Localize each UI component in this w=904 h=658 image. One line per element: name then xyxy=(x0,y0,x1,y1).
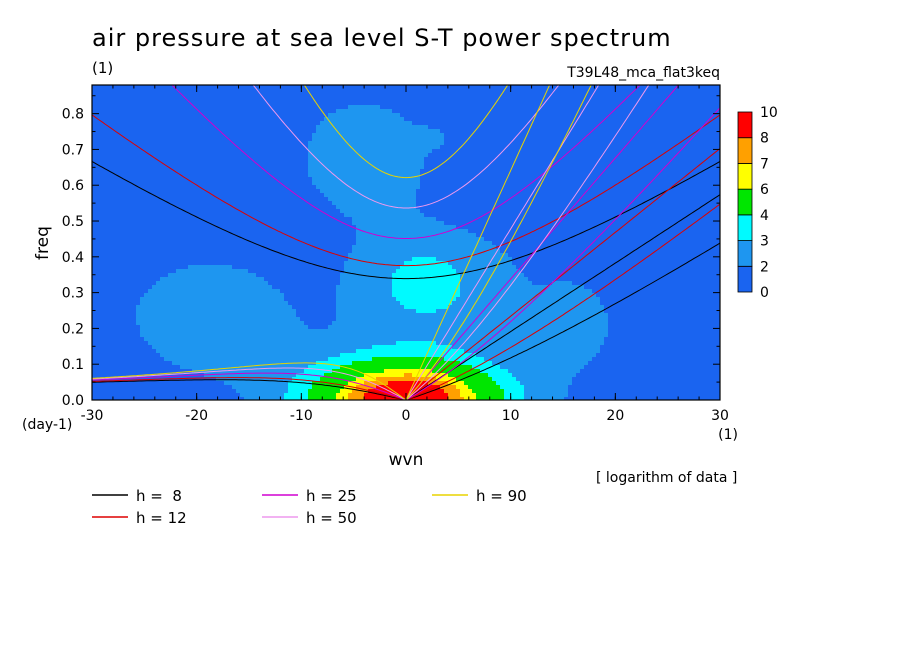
legend-label-h50: h = 50 xyxy=(306,509,357,527)
dispersion-curve-h8-inertia-gravity xyxy=(92,160,720,280)
colorbar-swatch xyxy=(737,111,753,139)
x-unit-label: (1) xyxy=(718,427,738,443)
colorbar-level-label: 8 xyxy=(760,131,769,147)
y-tick-label: 0.5 xyxy=(62,214,84,230)
y-tick-label: 0.2 xyxy=(62,321,84,337)
y-tick-label: 0.8 xyxy=(62,107,84,123)
dispersion-curve-h50-rossby xyxy=(92,367,720,400)
dispersion-curve-h8-mixed-rossby-gravity xyxy=(405,242,720,400)
colorbar-swatch xyxy=(737,265,753,293)
chart-title: air pressure at sea level S-T power spec… xyxy=(92,24,672,52)
colorbar-level-label: 2 xyxy=(760,259,769,275)
dispersion-curve-h50-kelvin xyxy=(405,85,600,400)
dispersion-curve-h90-mixed-rossby-gravity xyxy=(405,85,592,400)
colorbar-level-label: 0 xyxy=(760,285,769,301)
colorbar-level-label: 3 xyxy=(760,234,769,250)
legend-label-h12: h = 12 xyxy=(136,509,187,527)
dispersion-curve-h12-mixed-rossby-gravity xyxy=(405,203,720,400)
dispersion-curve-h25-rossby xyxy=(92,372,720,400)
y-tick-label: 0.3 xyxy=(62,286,84,302)
y-tick-label: 0.6 xyxy=(62,178,84,194)
colorbar: 0 2 3 4 6 7 8 10 xyxy=(737,105,778,301)
y-tick-label: 0.1 xyxy=(62,357,84,373)
y-tick-label: 0.0 xyxy=(62,393,84,409)
colorbar-swatch xyxy=(737,137,753,164)
dispersion-curve-h8-kelvin xyxy=(405,194,720,400)
legend-label-h90: h = 90 xyxy=(476,487,527,505)
plot-area xyxy=(91,84,721,401)
colorbar-swatch xyxy=(737,188,753,216)
legend-label-h25: h = 25 xyxy=(306,487,357,505)
colorbar-swatch xyxy=(737,240,753,267)
colorbar-swatch xyxy=(737,214,753,241)
x-tick-label: 10 xyxy=(502,408,520,424)
chart-subtitle-left: (1) xyxy=(92,59,113,77)
x-tick-label: 30 xyxy=(711,408,729,424)
contour-fill xyxy=(92,85,720,400)
y-axis: 0.0 0.1 0.2 0.3 0.4 0.5 0.6 0.7 0.8 xyxy=(62,95,720,409)
dispersion-curve-h12-rossby xyxy=(92,377,720,400)
x-tick-label: 0 xyxy=(402,408,411,424)
dispersion-curve-h90-kelvin xyxy=(405,85,551,400)
colorbar-level-label: 4 xyxy=(760,208,769,224)
x-tick-label: -20 xyxy=(185,408,208,424)
dispersion-curve-h25-kelvin xyxy=(405,85,680,400)
dispersion-curve-h50-inertia-gravity xyxy=(252,85,560,209)
dispersion-curve-h90-inertia-gravity xyxy=(303,85,509,179)
y-axis-label: freq xyxy=(33,226,53,260)
x-axis-label: wvn xyxy=(389,450,424,470)
chart-subtitle-right: T39L48_mca_flat3keq xyxy=(566,65,720,81)
colorbar-level-label: 7 xyxy=(760,156,769,172)
colorbar-level-label: 6 xyxy=(760,182,769,198)
y-tick-label: 0.4 xyxy=(62,250,84,266)
dispersion-curves xyxy=(92,85,720,400)
y-tick-label: 0.7 xyxy=(62,142,84,158)
x-axis: -30 -20 -10 0 10 20 30 xyxy=(81,85,729,424)
colorbar-level-label: 10 xyxy=(760,105,778,121)
dispersion-curve-h12-inertia-gravity xyxy=(92,114,720,267)
legend: h = 8 h = 12 h = 25 h = 50 h = 90 xyxy=(92,487,527,527)
legend-label-h8: h = 8 xyxy=(136,487,182,505)
data-note: [ logarithm of data ] xyxy=(596,470,737,486)
dispersion-curve-h50-mixed-rossby-gravity xyxy=(405,85,650,400)
dispersion-curve-h12-kelvin xyxy=(405,148,720,400)
dispersion-curve-h25-mixed-rossby-gravity xyxy=(405,107,720,400)
dispersion-curve-h25-inertia-gravity xyxy=(171,85,641,239)
x-tick-label: -10 xyxy=(290,408,313,424)
dispersion-curve-h8-rossby xyxy=(92,379,720,400)
y-unit-label: (day-1) xyxy=(22,417,72,433)
x-tick-label: 20 xyxy=(606,408,624,424)
x-tick-label: -30 xyxy=(81,408,104,424)
dispersion-curve-h90-rossby xyxy=(92,362,720,400)
colorbar-swatch xyxy=(737,163,753,190)
